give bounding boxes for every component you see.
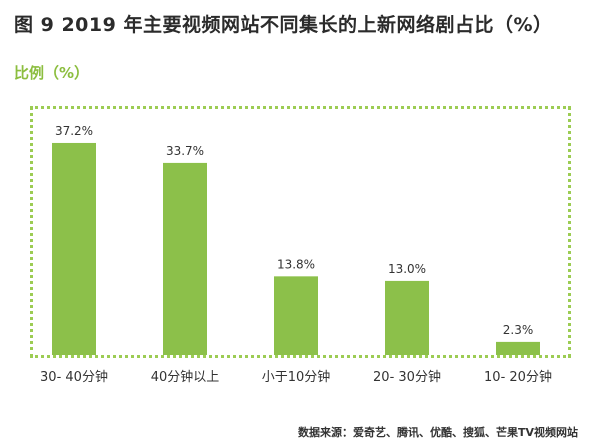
category-label-1: 30- 40分钟 [40, 369, 108, 385]
bar-1 [52, 142, 96, 355]
y-axis-label: 比例（%） [14, 64, 90, 82]
source-note: 数据来源：爱奇艺、腾讯、优酷、搜狐、芒果TV视频网站 [297, 426, 578, 439]
chart-title: 图 9 2019 年主要视频网站不同集长的上新网络剧占比（%） [14, 14, 553, 36]
value-label-1: 37.2% [55, 124, 93, 138]
value-label-3: 13.8% [277, 257, 315, 271]
category-label-2: 40分钟以上 [151, 369, 220, 385]
category-label-5: 10- 20分钟 [484, 369, 552, 385]
bar-3 [274, 276, 318, 355]
bar-2 [163, 162, 207, 355]
value-label-5: 2.3% [503, 323, 534, 337]
value-label-2: 33.7% [166, 144, 204, 158]
category-label-3: 小于10分钟 [262, 369, 331, 385]
bar-5 [496, 341, 540, 355]
bar-4 [385, 280, 429, 355]
category-label-4: 20- 30分钟 [373, 369, 441, 385]
chart-frame [30, 106, 571, 358]
value-label-4: 13.0% [388, 262, 426, 276]
